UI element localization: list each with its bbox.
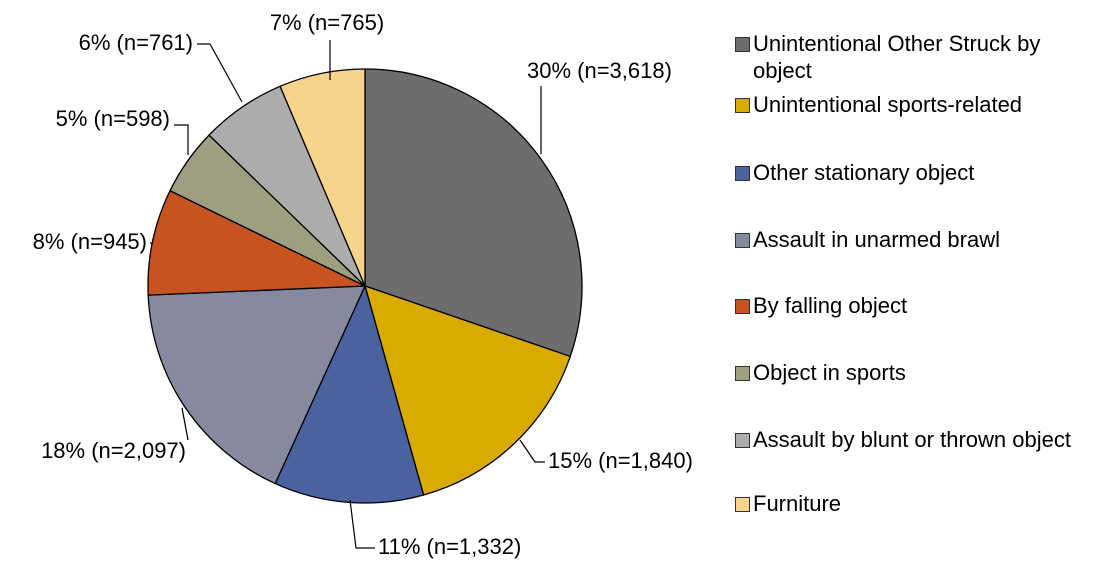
- legend-entry: Assault in unarmed brawl: [735, 226, 1100, 253]
- legend-swatch: [735, 299, 750, 314]
- pie-slice: [147, 189, 366, 296]
- legend-label: By falling object: [753, 293, 908, 318]
- pie-slice: [274, 284, 425, 504]
- legend-label: Furniture: [753, 491, 842, 516]
- legend-swatch: [735, 366, 750, 381]
- legend-entry: Object in sports: [735, 359, 1100, 386]
- legend-swatch: [735, 37, 750, 52]
- legend-label: Other stationary object: [753, 160, 975, 185]
- legend-label: Assault in unarmed brawl: [753, 227, 1001, 252]
- data-label: 7% (n=765): [270, 10, 384, 35]
- data-label: 15% (n=1,840): [548, 448, 693, 473]
- data-label: 8% (n=945): [33, 229, 147, 254]
- data-label: 11% (n=1,332): [378, 534, 521, 559]
- legend-swatch: [735, 497, 750, 512]
- leader-line: [181, 407, 189, 441]
- data-label: 30% (n=3,618): [527, 58, 672, 83]
- legend-label: Assault by blunt or thrown object: [753, 427, 1071, 452]
- data-label: 6% (n=761): [79, 30, 193, 55]
- legend-label: Object in sports: [753, 360, 906, 385]
- data-label: 18% (n=2,097): [41, 438, 186, 463]
- pie-slice: [364, 284, 572, 496]
- legend-entry: Unintentional sports-related: [735, 91, 1100, 118]
- legend-swatch: [735, 433, 750, 448]
- leader-line: [519, 439, 545, 463]
- data-label: 5% (n=598): [56, 106, 170, 131]
- leader-line: [174, 124, 189, 155]
- legend-swatch: [735, 233, 750, 248]
- legend-entry: Assault by blunt or thrown object: [735, 426, 1100, 453]
- legend-entry: Furniture: [735, 490, 1100, 517]
- legend-entry: Other stationary object: [735, 159, 1100, 186]
- leader-line: [349, 499, 375, 549]
- legend-entry: Unintentional Other Struck by object: [735, 30, 1100, 84]
- legend-label: Unintentional Other Struck by object: [753, 31, 1041, 83]
- pie-slice: [364, 68, 583, 358]
- legend-label: Unintentional sports-related: [753, 92, 1023, 117]
- pie-slice: [279, 68, 366, 287]
- leader-line: [197, 43, 243, 103]
- pie-slice: [147, 285, 367, 485]
- legend-swatch: [735, 166, 750, 181]
- legend-swatch: [735, 98, 750, 113]
- legend-entry: By falling object: [735, 292, 1100, 319]
